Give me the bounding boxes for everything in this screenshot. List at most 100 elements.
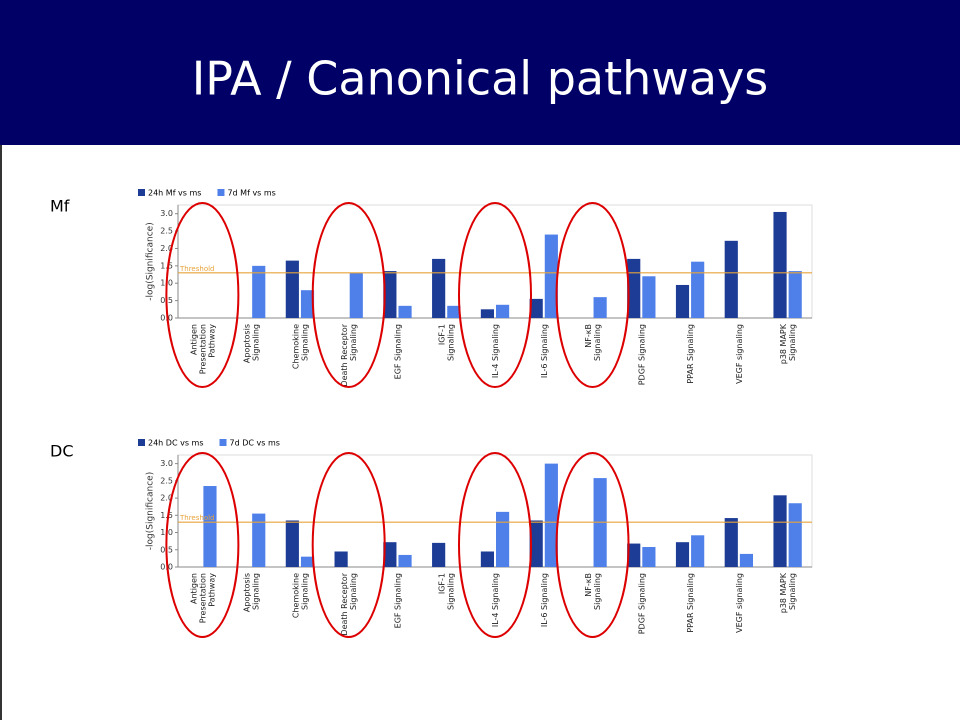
slide-title: IPA / Canonical pathways (192, 52, 769, 106)
bar (203, 486, 217, 567)
label-line: NF-κB (584, 573, 593, 597)
threshold-label: Threshold (179, 514, 215, 522)
bar (691, 261, 705, 318)
legend-swatch (138, 189, 145, 196)
highlight-ellipse (458, 202, 532, 388)
x-tick-label: ChemokineSignaling (291, 324, 309, 369)
header-band (0, 0, 960, 145)
label-line: Apoptosis (242, 324, 251, 363)
x-tick-label: ApoptosisSignaling (242, 573, 260, 612)
bar (432, 542, 446, 567)
plot-area (177, 204, 813, 319)
bar (432, 258, 446, 318)
x-tick-label: AntigenPresentationPathway (189, 324, 216, 375)
bar (285, 520, 299, 567)
x-tick-label: p38 MAPKSignaling (779, 323, 797, 364)
label-line: Pathway (207, 324, 216, 358)
label-line: Signaling (300, 324, 309, 361)
legend-label: 7d DC vs ms (230, 439, 280, 448)
y-tick-label: 2.0 (160, 244, 173, 253)
y-tick-label: 2.5 (160, 476, 173, 485)
y-axis-label: -log(Significance) (146, 222, 156, 300)
bar (627, 543, 641, 567)
label-line: Presentation (198, 573, 207, 623)
highlight-ellipse (165, 452, 240, 638)
label-line: IL-6 Signaling (539, 573, 548, 627)
highlight-ellipse (311, 202, 386, 388)
label-line: Signaling (251, 573, 260, 610)
bar (544, 234, 558, 318)
x-tick-label: EGF Signaling (393, 324, 402, 379)
x-tick-label: EGF Signaling (393, 573, 402, 628)
label-line: Chemokine (291, 573, 300, 618)
label-line: Signaling (788, 324, 797, 361)
legend-swatch (217, 189, 225, 196)
section-label: Mf (50, 197, 70, 216)
label-line: IL-6 Signaling (539, 324, 548, 378)
bar (480, 551, 494, 567)
x-tick-label: Death ReceptorSignaling (340, 572, 358, 635)
label-line: Death Receptor (340, 323, 349, 386)
label-line: p38 MAPK (779, 572, 788, 613)
x-tick-label: IGF-1Signaling (437, 573, 455, 610)
bar (627, 258, 641, 318)
label-line: EGF Signaling (393, 324, 402, 379)
label-line: Signaling (349, 324, 358, 361)
x-tick-label: IL-6 Signaling (539, 573, 548, 627)
label-line: Chemokine (291, 324, 300, 369)
y-tick-label: 2.0 (160, 494, 173, 503)
x-tick-label: Death ReceptorSignaling (340, 323, 358, 386)
label-line: IGF-1 (437, 573, 446, 594)
highlight-ellipse (555, 452, 630, 638)
highlight-ellipse (165, 202, 240, 388)
bar (252, 265, 266, 318)
bar (447, 305, 461, 318)
label-line: Signaling (446, 573, 455, 610)
label-line: IL-4 Signaling (491, 573, 500, 627)
label-line: Apoptosis (242, 573, 251, 612)
label-line: PDGF Signaling (637, 573, 646, 634)
label-line: Signaling (593, 573, 602, 610)
bar (529, 298, 543, 318)
plot-area (177, 454, 813, 568)
x-tick-label: NF-κBSignaling (584, 324, 602, 361)
bar (480, 309, 494, 318)
bar (398, 554, 412, 567)
label-line: p38 MAPK (779, 323, 788, 364)
label-line: IGF-1 (437, 324, 446, 345)
bar (529, 520, 543, 567)
x-tick-label: PPAR Signaling (686, 573, 695, 633)
legend-label: 24h DC vs ms (148, 439, 204, 448)
y-tick-label: 1.5 (160, 511, 173, 520)
x-tick-label: IGF-1Signaling (437, 324, 455, 361)
x-tick-label: AntigenPresentationPathway (189, 573, 216, 624)
label-line: Signaling (446, 324, 455, 361)
bar (544, 463, 558, 567)
label-line: Pathway (207, 573, 216, 607)
bar (773, 495, 787, 567)
bar (383, 542, 397, 567)
legend-label: 24h Mf vs ms (148, 189, 201, 198)
label-line: Signaling (593, 324, 602, 361)
x-tick-label: p38 MAPKSignaling (779, 572, 797, 613)
label-line: Signaling (349, 573, 358, 610)
highlight-ellipse (555, 202, 630, 388)
bar (788, 503, 802, 567)
bar (739, 553, 754, 567)
bar (252, 513, 266, 567)
bar (285, 260, 299, 318)
bar (383, 271, 397, 318)
x-tick-label: IL-4 Signaling (491, 324, 500, 378)
highlight-ellipse (458, 452, 532, 638)
x-tick-label: PPAR Signaling (686, 324, 695, 384)
y-axis-label: -log(Significance) (146, 472, 156, 550)
bar (642, 547, 656, 567)
bar (675, 284, 690, 318)
bar (496, 304, 510, 318)
label-line: VEGF signaling (734, 324, 743, 384)
label-line: Presentation (198, 324, 207, 374)
legend-swatch (219, 439, 227, 446)
bar (349, 272, 363, 318)
label-line: NF-κB (584, 324, 593, 348)
